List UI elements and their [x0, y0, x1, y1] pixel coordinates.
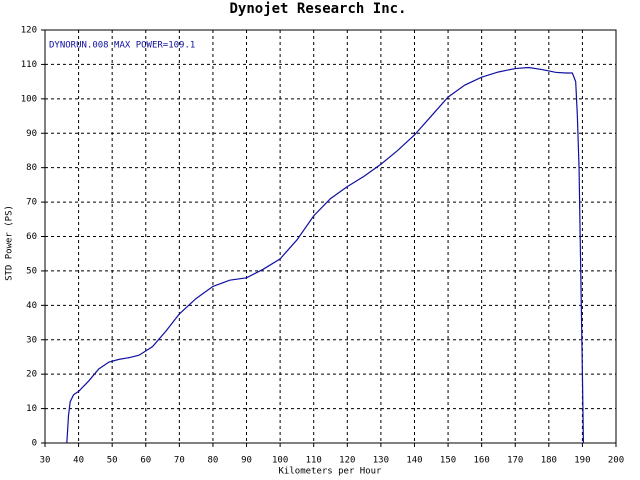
x-tick-label: 50	[107, 456, 118, 466]
y-tick-label: 100	[21, 94, 37, 104]
x-axis-label: Kilometers per Hour	[279, 467, 383, 477]
data-line	[66, 66, 585, 444]
y-tick-label: 90	[26, 129, 37, 139]
annotation: DYNORUN.008 MAX POWER=109.1	[49, 41, 195, 51]
y-tick-label: 10	[26, 404, 37, 414]
y-tick-label: 70	[26, 198, 37, 208]
x-tick-label: 100	[272, 456, 288, 466]
x-tick-label: 80	[208, 456, 219, 466]
chart-title: Dynojet Research Inc.	[229, 1, 406, 17]
x-tick-label: 130	[373, 456, 389, 466]
x-tick-label: 150	[440, 456, 456, 466]
x-tick-label: 60	[140, 456, 151, 466]
x-tick-label: 200	[608, 456, 624, 466]
x-tick-label: 160	[474, 456, 490, 466]
x-tick-label: 30	[40, 456, 51, 466]
x-tick-label: 90	[241, 456, 252, 466]
y-tick-label: 120	[21, 26, 37, 36]
y-tick-label: 20	[26, 370, 37, 380]
y-tick-label: 60	[26, 232, 37, 242]
y-tick-label: 50	[26, 266, 37, 276]
x-tick-label: 180	[541, 456, 557, 466]
y-axis-label: STD Power (PS)	[5, 205, 15, 281]
y-tick-label: 30	[26, 335, 37, 345]
x-tick-label: 140	[406, 456, 422, 466]
x-tick-label: 170	[507, 456, 523, 466]
y-tick-label: 110	[21, 60, 37, 70]
x-tick-label: 40	[73, 456, 84, 466]
x-tick-label: 190	[574, 456, 590, 466]
x-tick-label: 120	[339, 456, 355, 466]
x-tick-label: 70	[174, 456, 185, 466]
x-tick-label: 110	[306, 456, 322, 466]
y-tick-label: 80	[26, 163, 37, 173]
y-tick-label: 0	[32, 439, 37, 449]
y-tick-label: 40	[26, 301, 37, 311]
